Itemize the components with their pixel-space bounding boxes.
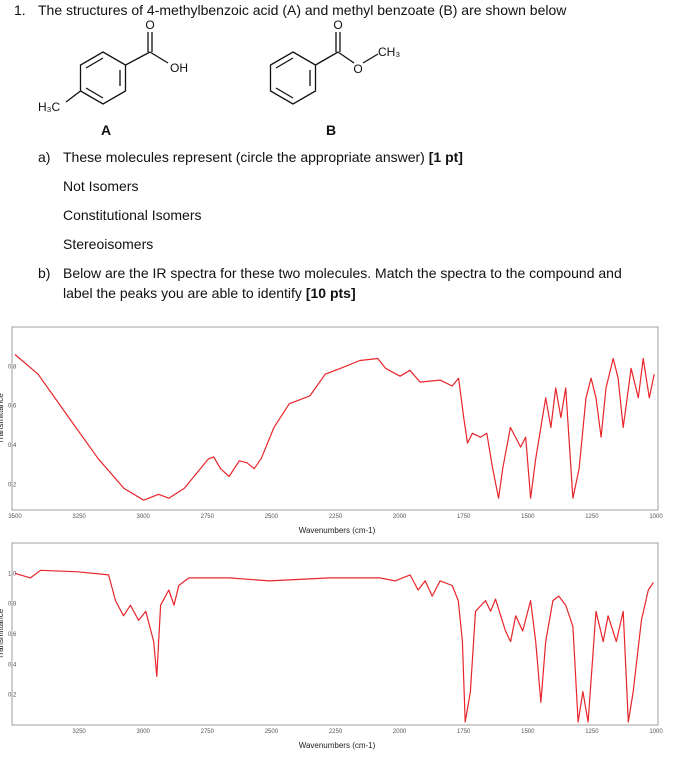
y-tick-label: 0.6 (8, 632, 17, 638)
x-tick-label: 1500 (521, 514, 535, 520)
atom-label: O (145, 18, 154, 32)
x-tick-label: 1750 (457, 729, 471, 735)
points: [1 pt] (429, 149, 463, 165)
x-tick-label: 3250 (72, 514, 86, 520)
x-axis-label: Wavenumbers (cm-1) (299, 741, 376, 750)
part-label: b) (38, 265, 50, 281)
plot-frame (11, 542, 659, 726)
atom-label: OH (170, 61, 188, 75)
y-tick-label: 0.8 (8, 602, 17, 608)
part-text: Below are the IR spectra for these two m… (63, 265, 622, 281)
x-tick-label: 1000 (649, 729, 663, 735)
x-tick-label: 2500 (265, 514, 279, 520)
molecule-b (269, 32, 379, 105)
points: [10 pts] (306, 285, 356, 301)
x-tick-label: 3250 (72, 729, 86, 735)
x-tick-label: 2500 (265, 729, 279, 735)
option: Not Isomers (63, 178, 138, 194)
part-label: a) (38, 149, 50, 165)
x-tick-label: 1000 (649, 514, 663, 520)
prompt: label the peaks you are able to identify (63, 285, 306, 301)
x-tick-label: 3500 (8, 514, 22, 520)
y-tick-label: 0.8 (8, 364, 17, 370)
structure-label: B (326, 122, 336, 138)
x-tick-label: 2250 (329, 729, 343, 735)
question-number: 1. (14, 2, 26, 18)
question-text: The structures of 4-methylbenzoic acid (… (38, 2, 567, 18)
atom-label: O (333, 18, 342, 32)
y-tick-label: 0.4 (8, 662, 17, 668)
atom-label: CH₃ (378, 45, 400, 59)
y-tick-label: 0.6 (8, 404, 17, 410)
x-tick-label: 2750 (201, 514, 215, 520)
y-axis-label: Transmittance (0, 393, 5, 444)
y-tick-label: 0.4 (8, 443, 17, 449)
part-text: label the peaks you are able to identify… (63, 285, 356, 301)
y-axis-label: Transmittance (0, 608, 5, 659)
x-axis-label: Wavenumbers (cm-1) (299, 526, 376, 535)
x-tick-label: 2000 (393, 729, 407, 735)
part-text: These molecules represent (circle the ap… (63, 149, 463, 165)
plot-frame (11, 326, 659, 511)
y-tick-label: 0.2 (8, 693, 17, 699)
molecule-a (65, 32, 169, 105)
x-tick-label: 1250 (585, 729, 599, 735)
x-tick-label: 2250 (329, 514, 343, 520)
atom-label: H₃C (38, 100, 61, 114)
x-tick-label: 3000 (137, 514, 151, 520)
prompt: These molecules represent (circle the ap… (63, 149, 429, 165)
y-tick-label: 1.0 (8, 571, 17, 577)
option: Constitutional Isomers (63, 207, 202, 223)
spectrum-line (14, 569, 654, 723)
x-tick-label: 2750 (201, 729, 215, 735)
spectrum-line (14, 354, 655, 501)
structure-label: A (101, 122, 111, 138)
y-tick-label: 0.2 (8, 482, 17, 488)
atom-label: O (353, 62, 362, 76)
x-tick-label: 3000 (137, 729, 151, 735)
x-tick-label: 1750 (457, 514, 471, 520)
x-tick-label: 1250 (585, 514, 599, 520)
x-tick-label: 1500 (521, 729, 535, 735)
option: Stereoisomers (63, 236, 153, 252)
x-tick-label: 2000 (393, 514, 407, 520)
